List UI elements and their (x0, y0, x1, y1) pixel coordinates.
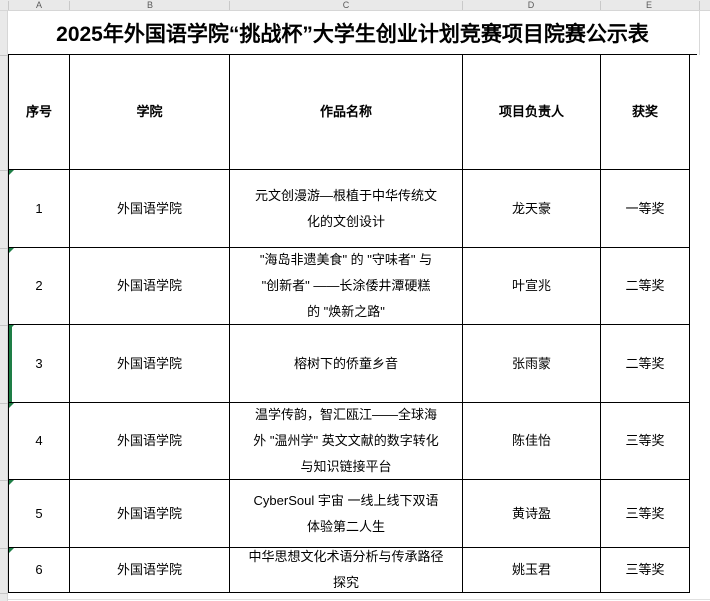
table-row: 3 外国语学院 榕树下的侨童乡音 张雨蒙 二等奖 (9, 325, 691, 403)
row-number: 2 (35, 278, 43, 293)
cell-no[interactable]: 1 (9, 170, 70, 248)
cell-work[interactable]: 中华思想文化术语分析与传承路径 探究 (230, 548, 463, 593)
table-row: 1 外国语学院 元文创漫游—根植于中华传统文 化的文创设计 龙天豪 一等奖 (9, 170, 691, 248)
error-indicator-triangle-icon (9, 325, 14, 330)
cell-award[interactable]: 三等奖 (601, 403, 690, 480)
column-separator (229, 1, 230, 10)
row-tick (0, 593, 8, 594)
sheet-title: 2025年外国语学院“挑战杯”大学生创业计划竞赛项目院赛公示表 (56, 22, 649, 46)
cell-college[interactable]: 外国语学院 (70, 548, 230, 593)
table-row: 5 外国语学院 CyberSoul 宇宙 一线上线下双语 体验第二人生 黄诗盈 … (9, 480, 691, 548)
cell-work[interactable]: CyberSoul 宇宙 一线上线下双语 体验第二人生 (230, 480, 463, 548)
sheet-gridline (699, 11, 700, 55)
row-number: 3 (35, 355, 43, 371)
cell-award[interactable]: 三等奖 (601, 548, 690, 593)
column-header-strip: A B C D E (0, 0, 710, 11)
cell-award[interactable]: 一等奖 (601, 170, 690, 248)
row-tick (0, 55, 8, 56)
cell-leader[interactable]: 龙天豪 (463, 170, 601, 248)
error-indicator-triangle-icon (9, 480, 14, 485)
row-tick (0, 403, 8, 404)
cell-leader[interactable]: 黄诗盈 (463, 480, 601, 548)
column-separator (462, 1, 463, 10)
header-cell-award[interactable]: 获奖 (601, 55, 690, 170)
table-row: 4 外国语学院 温学传韵，智汇瓯江——全球海 外 "温州学" 英文文献的数字转化… (9, 403, 691, 480)
cell-no[interactable]: 6 (9, 548, 70, 593)
error-indicator-triangle-icon (9, 403, 14, 408)
row-number: 1 (35, 200, 43, 216)
cell-college[interactable]: 外国语学院 (70, 170, 230, 248)
cell-award[interactable]: 二等奖 (601, 248, 690, 325)
column-header-e[interactable]: E (645, 0, 653, 10)
row-tick (0, 480, 8, 481)
cell-college[interactable]: 外国语学院 (70, 325, 230, 403)
cell-no[interactable]: 5 (9, 480, 70, 548)
cell-college[interactable]: 外国语学院 (70, 403, 230, 480)
cell-award[interactable]: 二等奖 (601, 325, 690, 403)
table-header-row: 序号 学院 作品名称 项目负责人 获奖 (9, 55, 691, 170)
row-tick (0, 248, 8, 249)
active-cell-highlight (9, 325, 12, 402)
header-cell-no[interactable]: 序号 (9, 55, 70, 170)
sheet-gridline (8, 599, 710, 600)
award-table: 序号 学院 作品名称 项目负责人 获奖 1 外国语学院 元文创漫游—根植于中华传… (8, 55, 691, 593)
cell-college[interactable]: 外国语学院 (70, 248, 230, 325)
column-separator (600, 1, 601, 10)
row-tick (0, 325, 8, 326)
column-header-d[interactable]: D (527, 0, 535, 10)
row-number: 6 (35, 562, 43, 577)
sheet-title-cell[interactable]: 2025年外国语学院“挑战杯”大学生创业计划竞赛项目院赛公示表 (8, 11, 697, 55)
header-cell-college[interactable]: 学院 (70, 55, 230, 170)
table-row: 6 外国语学院 中华思想文化术语分析与传承路径 探究 姚玉君 三等奖 (9, 548, 691, 593)
row-number: 4 (35, 433, 43, 448)
error-indicator-triangle-icon (9, 170, 14, 175)
header-cell-leader[interactable]: 项目负责人 (463, 55, 601, 170)
column-separator (69, 1, 70, 10)
header-cell-work[interactable]: 作品名称 (230, 55, 463, 170)
cell-no[interactable]: 4 (9, 403, 70, 480)
column-header-c[interactable]: C (342, 0, 350, 10)
error-indicator-triangle-icon (9, 248, 14, 253)
cell-no-active[interactable]: 3 (9, 325, 70, 403)
cell-college[interactable]: 外国语学院 (70, 480, 230, 548)
row-header-strip (0, 11, 8, 601)
cell-work[interactable]: 榕树下的侨童乡音 (230, 325, 463, 403)
column-separator (699, 1, 700, 10)
row-tick (0, 170, 8, 171)
error-indicator-triangle-icon (9, 548, 14, 553)
table-row: 2 外国语学院 "海岛非遗美食" 的 "守味者" 与 "创新者" ——长涂倭井潭… (9, 248, 691, 325)
cell-award[interactable]: 三等奖 (601, 480, 690, 548)
cell-leader[interactable]: 叶宣兆 (463, 248, 601, 325)
cell-no[interactable]: 2 (9, 248, 70, 325)
column-separator (8, 1, 9, 10)
cell-work[interactable]: 温学传韵，智汇瓯江——全球海 外 "温州学" 英文文献的数字转化 与知识链接平台 (230, 403, 463, 480)
column-header-b[interactable]: B (146, 0, 154, 10)
column-header-a[interactable]: A (35, 0, 43, 10)
row-number: 5 (35, 505, 43, 521)
cell-leader[interactable]: 陈佳怡 (463, 403, 601, 480)
row-tick (0, 548, 8, 549)
cell-leader[interactable]: 张雨蒙 (463, 325, 601, 403)
cell-work[interactable]: "海岛非遗美食" 的 "守味者" 与 "创新者" ——长涂倭井潭硬糕 的 "焕新… (230, 248, 463, 325)
cell-work[interactable]: 元文创漫游—根植于中华传统文 化的文创设计 (230, 170, 463, 248)
cell-leader[interactable]: 姚玉君 (463, 548, 601, 593)
